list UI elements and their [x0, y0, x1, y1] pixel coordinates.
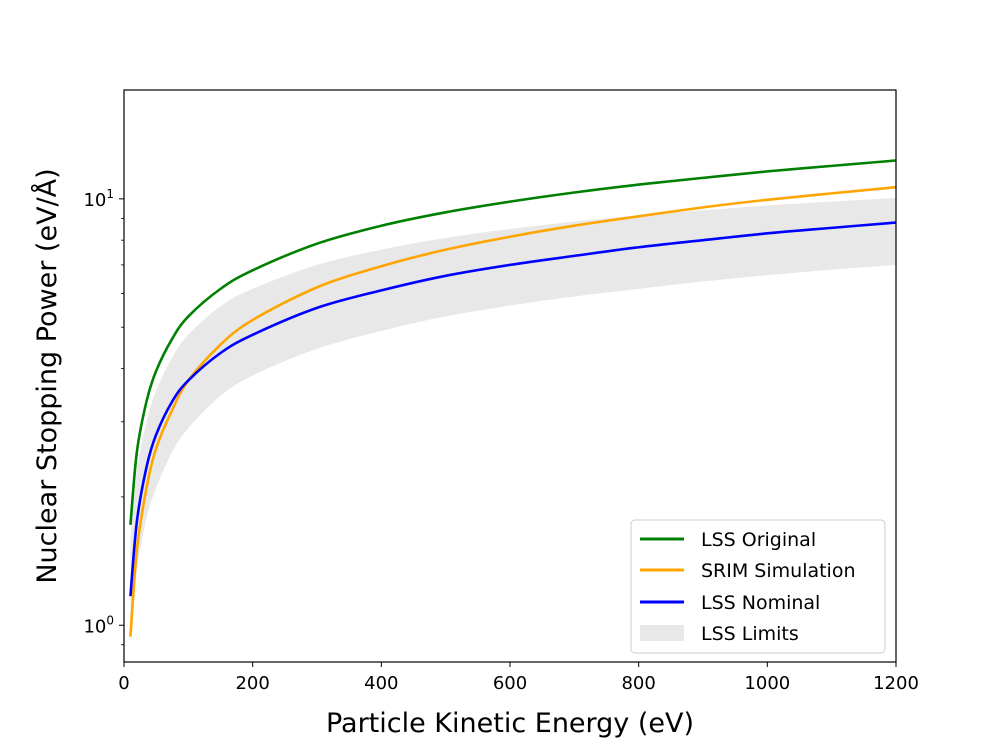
- x-tick-label: 1000: [744, 673, 790, 694]
- y-axis-ticks: 100 101: [83, 187, 124, 646]
- lss-nominal-line: [129, 221, 897, 597]
- series-layer: [129, 159, 897, 637]
- x-tick-label: 400: [364, 673, 398, 694]
- x-tick-label: 600: [493, 673, 527, 694]
- legend: LSS Original SRIM Simulation LSS Nominal…: [630, 519, 886, 654]
- legend-label-lss-original: LSS Original: [701, 529, 816, 551]
- x-tick-label: 800: [621, 673, 655, 694]
- x-tick-label: 0: [118, 673, 129, 694]
- legend-label-lss-limits: LSS Limits: [701, 623, 799, 645]
- legend-box: [630, 519, 886, 654]
- x-axis-ticks: 0 200 400 600 800 1000 1200: [118, 662, 919, 694]
- srim-simulation-line: [129, 185, 897, 637]
- lss-original-line: [129, 159, 897, 525]
- x-axis-label: Particle Kinetic Energy (eV): [326, 708, 694, 739]
- y-tick-label: 100: [83, 613, 114, 637]
- legend-label-lss-nominal: LSS Nominal: [701, 592, 820, 614]
- x-tick-label: 200: [235, 673, 269, 694]
- legend-swatch-lss-limits: [640, 625, 684, 641]
- y-axis-label: Nuclear Stopping Power (eV/Å): [31, 168, 63, 583]
- x-tick-label: 1200: [873, 673, 919, 694]
- y-tick-label: 101: [83, 187, 114, 211]
- legend-label-srim-simulation: SRIM Simulation: [701, 560, 856, 582]
